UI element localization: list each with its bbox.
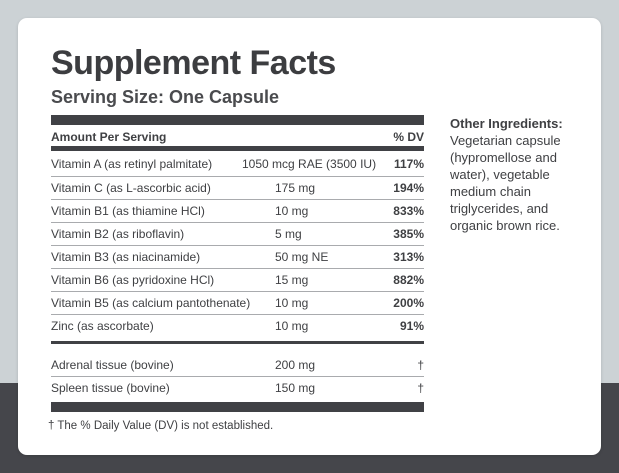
top-rule — [51, 115, 424, 125]
ingredient-dv: 385% — [393, 227, 424, 241]
row-divider — [51, 176, 424, 177]
ingredient-name: Adrenal tissue (bovine) — [51, 358, 174, 372]
ingredient-name: Spleen tissue (bovine) — [51, 381, 170, 395]
ingredient-name: Vitamin A (as retinyl palmitate) — [51, 157, 213, 171]
ingredient-name: Vitamin B1 (as thiamine HCl) — [51, 204, 205, 218]
ingredient-amount: 50 mg NE — [275, 250, 329, 264]
header-rule — [51, 146, 424, 151]
ingredient-name: Vitamin B6 (as pyridoxine HCl) — [51, 273, 215, 287]
table-row: Vitamin B3 (as niacinamide) 50 mg NE 313… — [51, 246, 424, 268]
row-divider — [51, 314, 424, 315]
other-ingredients-heading: Other Ingredients: — [450, 116, 563, 131]
table-row: Vitamin B5 (as calcium pantothenate) 10 … — [51, 292, 424, 314]
ingredient-amount: 175 mg — [275, 181, 316, 195]
section-divider — [51, 341, 424, 344]
ingredient-dv: † — [417, 381, 424, 395]
other-ingredients: Other Ingredients: Vegetarian capsule (h… — [450, 115, 590, 234]
ingredient-dv: 91% — [399, 319, 424, 333]
table-row: Spleen tissue (bovine) 150 mg † — [51, 377, 424, 399]
table-row: Vitamin A (as retinyl palmitate) 1050 mc… — [51, 153, 424, 175]
page-title: Supplement Facts — [51, 44, 336, 82]
ingredient-amount: 10 mg — [275, 319, 309, 333]
table-row: Vitamin C (as L-ascorbic acid) 175 mg 19… — [51, 177, 424, 199]
serving-size: Serving Size: One Capsule — [51, 87, 280, 107]
ingredient-dv: 833% — [393, 204, 424, 218]
supplement-facts-card: Supplement Facts Serving Size: One Capsu… — [18, 18, 601, 455]
row-divider — [51, 268, 424, 269]
ingredient-dv: † — [417, 358, 424, 372]
ingredient-dv: 194% — [393, 181, 424, 195]
row-divider — [51, 245, 424, 246]
row-divider — [51, 376, 424, 377]
other-ingredients-text: Vegetarian capsule (hypromellose and wat… — [450, 133, 561, 233]
ingredient-dv: 117% — [393, 157, 424, 171]
ingredient-name: Vitamin B5 (as calcium pantothenate) — [51, 296, 251, 310]
ingredient-dv: 313% — [393, 250, 424, 264]
header-amount-per-serving: Amount Per Serving — [51, 130, 167, 144]
ingredient-dv: 882% — [393, 273, 424, 287]
row-divider — [51, 199, 424, 200]
table-row: Vitamin B2 (as riboflavin) 5 mg 385% — [51, 223, 424, 245]
table-row: Vitamin B6 (as pyridoxine HCl) 15 mg 882… — [51, 269, 424, 291]
table-row: Vitamin B1 (as thiamine HCl) 10 mg 833% — [51, 200, 424, 222]
ingredient-amount: 10 mg — [275, 296, 309, 310]
ingredient-amount: 5 mg — [275, 227, 302, 241]
ingredient-name: Vitamin B3 (as niacinamide) — [51, 250, 201, 264]
table-row: Zinc (as ascorbate) 10 mg 91% — [51, 315, 424, 337]
bottom-rule — [51, 402, 424, 412]
ingredient-amount: 15 mg — [275, 273, 309, 287]
ingredient-name: Zinc (as ascorbate) — [51, 319, 154, 333]
ingredient-amount: 1050 mcg RAE (3500 IU) — [242, 157, 377, 171]
row-divider — [51, 291, 424, 292]
footnote: † The % Daily Value (DV) is not establis… — [48, 420, 274, 432]
header-dv: % DV — [393, 130, 424, 144]
table-row: Adrenal tissue (bovine) 200 mg † — [51, 354, 424, 376]
ingredient-amount: 200 mg — [275, 358, 316, 372]
ingredient-amount: 150 mg — [275, 381, 316, 395]
row-divider — [51, 222, 424, 223]
ingredient-dv: 200% — [393, 296, 424, 310]
table-header: Amount Per Serving % DV — [51, 130, 424, 146]
ingredient-name: Vitamin C (as L-ascorbic acid) — [51, 181, 211, 195]
ingredient-name: Vitamin B2 (as riboflavin) — [51, 227, 185, 241]
ingredient-amount: 10 mg — [275, 204, 309, 218]
